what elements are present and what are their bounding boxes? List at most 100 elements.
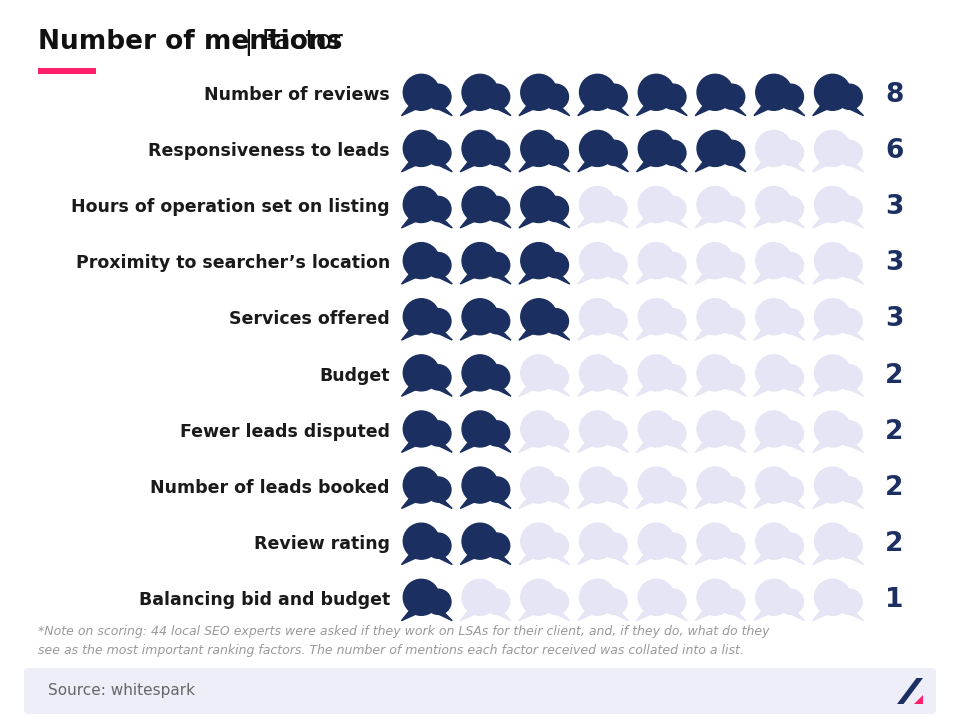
Text: | Factor: | Factor — [236, 29, 344, 55]
Polygon shape — [848, 386, 863, 396]
Polygon shape — [813, 383, 834, 396]
Circle shape — [580, 74, 615, 110]
Circle shape — [837, 589, 862, 614]
Circle shape — [660, 421, 686, 446]
Circle shape — [779, 253, 804, 278]
Polygon shape — [914, 695, 923, 704]
Polygon shape — [554, 386, 569, 396]
Circle shape — [697, 74, 733, 110]
Circle shape — [638, 411, 674, 447]
Polygon shape — [813, 215, 834, 228]
Polygon shape — [578, 327, 599, 340]
Polygon shape — [731, 106, 746, 116]
Polygon shape — [578, 102, 599, 116]
Circle shape — [660, 253, 686, 278]
Circle shape — [756, 299, 792, 335]
Polygon shape — [813, 327, 834, 340]
Circle shape — [602, 589, 627, 614]
Circle shape — [462, 580, 498, 616]
Circle shape — [403, 74, 440, 110]
Polygon shape — [401, 607, 423, 621]
Polygon shape — [671, 162, 687, 172]
Polygon shape — [695, 383, 717, 396]
Circle shape — [426, 140, 451, 166]
Polygon shape — [636, 383, 658, 396]
Polygon shape — [731, 330, 746, 340]
Polygon shape — [495, 386, 511, 396]
Circle shape — [697, 580, 733, 616]
Polygon shape — [519, 158, 540, 172]
Polygon shape — [636, 607, 658, 621]
Circle shape — [602, 421, 627, 446]
Polygon shape — [636, 158, 658, 172]
Polygon shape — [671, 611, 687, 621]
Circle shape — [543, 421, 568, 446]
Circle shape — [720, 533, 745, 558]
Circle shape — [814, 355, 851, 391]
Polygon shape — [519, 495, 540, 508]
Polygon shape — [437, 442, 452, 452]
Circle shape — [602, 365, 627, 390]
Circle shape — [638, 186, 674, 222]
Circle shape — [426, 589, 451, 614]
Text: 2: 2 — [885, 474, 903, 501]
Polygon shape — [460, 215, 482, 228]
Circle shape — [602, 533, 627, 558]
Circle shape — [462, 411, 498, 447]
Polygon shape — [437, 274, 452, 284]
Polygon shape — [695, 102, 717, 116]
Polygon shape — [754, 495, 776, 508]
Polygon shape — [671, 218, 687, 228]
Polygon shape — [695, 271, 717, 284]
Text: Hours of operation set on listing: Hours of operation set on listing — [71, 198, 390, 216]
Polygon shape — [460, 102, 482, 116]
Text: Number of reviews: Number of reviews — [204, 86, 390, 104]
Circle shape — [520, 355, 557, 391]
Polygon shape — [731, 274, 746, 284]
Polygon shape — [636, 271, 658, 284]
Circle shape — [779, 477, 804, 502]
Polygon shape — [495, 162, 511, 172]
Circle shape — [837, 84, 862, 109]
Circle shape — [638, 299, 674, 335]
Polygon shape — [731, 611, 746, 621]
Polygon shape — [671, 106, 687, 116]
FancyBboxPatch shape — [24, 668, 936, 714]
Polygon shape — [789, 498, 804, 508]
Polygon shape — [401, 383, 423, 396]
Polygon shape — [612, 274, 629, 284]
Polygon shape — [671, 554, 687, 564]
Text: Services offered: Services offered — [229, 310, 390, 328]
Polygon shape — [813, 271, 834, 284]
Circle shape — [543, 477, 568, 502]
Text: *Note on scoring: 44 local SEO experts were asked if they work on LSAs for their: *Note on scoring: 44 local SEO experts w… — [38, 625, 770, 657]
Circle shape — [543, 197, 568, 222]
Circle shape — [602, 309, 627, 334]
Circle shape — [720, 197, 745, 222]
Text: Number of leads booked: Number of leads booked — [151, 479, 390, 497]
Circle shape — [638, 580, 674, 616]
Circle shape — [660, 140, 686, 166]
Polygon shape — [813, 551, 834, 564]
Circle shape — [602, 253, 627, 278]
Polygon shape — [671, 274, 687, 284]
Polygon shape — [754, 383, 776, 396]
Circle shape — [837, 140, 862, 166]
Polygon shape — [671, 442, 687, 452]
Polygon shape — [578, 383, 599, 396]
Text: 6: 6 — [885, 138, 903, 164]
Circle shape — [720, 84, 745, 109]
Polygon shape — [848, 611, 863, 621]
Circle shape — [580, 186, 615, 222]
Polygon shape — [437, 386, 452, 396]
Polygon shape — [848, 274, 863, 284]
Polygon shape — [813, 102, 834, 116]
Circle shape — [602, 140, 627, 166]
Polygon shape — [612, 162, 629, 172]
Circle shape — [697, 523, 733, 559]
Circle shape — [697, 299, 733, 335]
Polygon shape — [401, 271, 423, 284]
Circle shape — [779, 365, 804, 390]
Polygon shape — [578, 551, 599, 564]
Circle shape — [814, 523, 851, 559]
